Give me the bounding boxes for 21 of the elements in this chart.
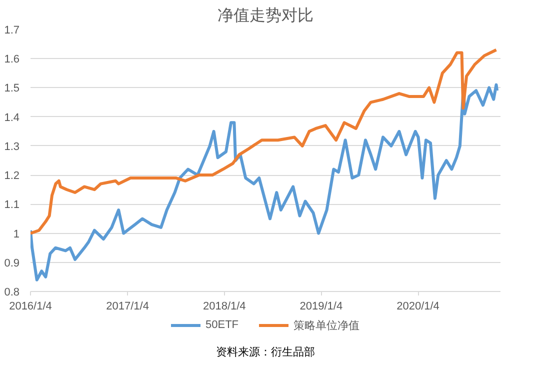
y-tick-label: 0.8: [4, 286, 20, 298]
line-series: [30, 48, 498, 235]
chart-title: 净值走势对比: [218, 6, 314, 24]
x-tick-label: 2019/1/4: [300, 300, 343, 312]
y-tick-label: 1.2: [4, 170, 20, 182]
x-tick-label: 2020/1/4: [396, 300, 440, 312]
y-tick-label: 1.5: [4, 82, 20, 95]
y-tick-label: 0.9: [4, 257, 20, 270]
x-tick-label: 2018/1/4: [202, 300, 246, 312]
line-series: [30, 83, 499, 282]
text: 资料来源：衍生品部: [216, 346, 315, 358]
y-tick-label: 1.3: [4, 140, 20, 153]
y-tick-label: 1.6: [4, 54, 20, 66]
x-tick-label: 2016/1/4: [9, 300, 52, 312]
x-tick-label: 2017/1/4: [106, 300, 149, 312]
y-tick-label: 1.1: [4, 199, 20, 212]
y-tick-label: 1.4: [4, 112, 20, 124]
y-tick-label: 1: [13, 228, 20, 240]
legend-label: 策略单位净值: [294, 318, 360, 332]
legend-label: 50ETF: [205, 319, 239, 331]
y-tick-label: 1.7: [4, 24, 20, 36]
